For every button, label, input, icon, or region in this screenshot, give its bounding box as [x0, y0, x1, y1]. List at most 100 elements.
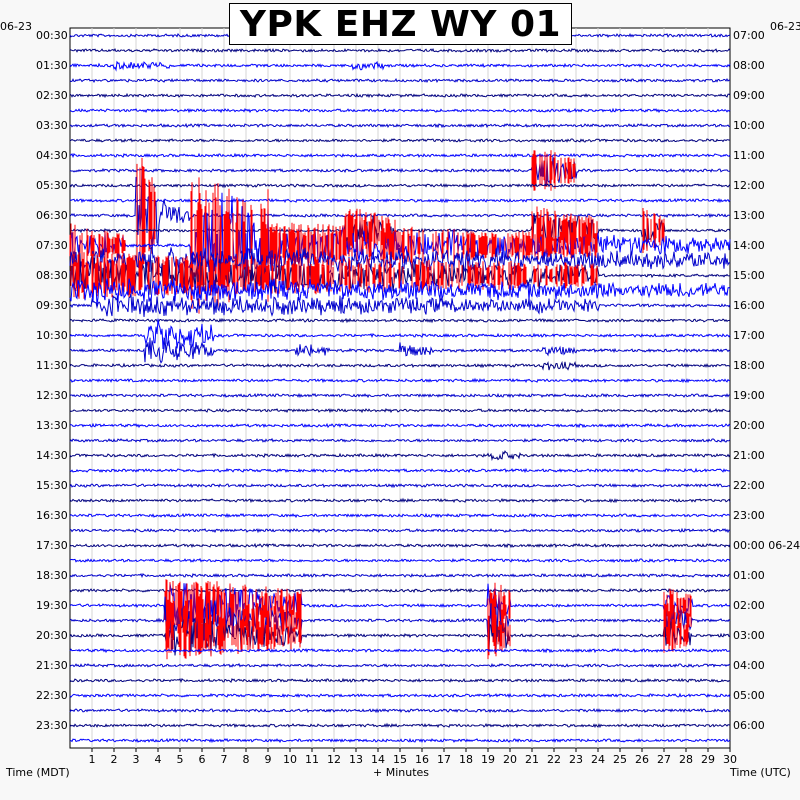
right-time-label: 15:00	[733, 268, 765, 282]
x-tick-label: 29	[701, 753, 715, 766]
trace-line	[69, 377, 730, 384]
right-time-label: 10:00	[733, 118, 765, 132]
x-tick-label: 18	[459, 753, 473, 766]
seismic-traces	[69, 32, 731, 744]
right-time-label: 20:00	[733, 418, 765, 432]
right-time-label: 00:00 06-24	[733, 538, 800, 552]
trace-line	[70, 211, 731, 250]
left-time-label: 20:30	[36, 628, 68, 642]
right-time-label: 22:00	[733, 478, 765, 492]
left-time-label: 04:30	[36, 148, 68, 162]
left-time-label: 18:30	[36, 568, 68, 582]
trace-line	[69, 542, 731, 549]
trace-line	[69, 197, 731, 204]
trace-line	[69, 437, 731, 443]
x-tick-label: 19	[481, 753, 495, 766]
right-time-label: 03:00	[733, 628, 765, 642]
left-time-label: 22:30	[36, 688, 68, 702]
trace-line	[69, 722, 731, 729]
left-time-label: 21:30	[36, 658, 68, 672]
right-time-label: 05:00	[733, 688, 765, 702]
left-time-label: 14:30	[36, 448, 68, 462]
date-left: 06-23	[0, 20, 32, 33]
left-time-label: 01:30	[36, 58, 68, 72]
trace-line	[69, 360, 731, 371]
left-time-label: 09:30	[36, 298, 68, 312]
x-axis-label: + Minutes	[373, 766, 430, 779]
left-time-label: 07:30	[36, 238, 68, 252]
right-time-label: 14:00	[733, 238, 765, 252]
left-time-label: 03:30	[36, 118, 68, 132]
x-tick-label: 27	[657, 753, 671, 766]
x-tick-label: 16	[415, 753, 429, 766]
trace-line	[69, 152, 731, 159]
right-time-label: 08:00	[733, 58, 765, 72]
right-time-label: 19:00	[733, 388, 765, 402]
right-time-label: 23:00	[733, 508, 765, 522]
trace-line	[69, 122, 731, 129]
x-tick-label: 30	[723, 753, 737, 766]
left-time-label: 15:30	[36, 478, 68, 492]
x-tick-label: 20	[503, 753, 517, 766]
right-time-label: 02:00	[733, 598, 765, 612]
left-time-label: 05:30	[36, 178, 68, 192]
trace-line	[69, 60, 731, 72]
trace-line	[69, 692, 731, 699]
x-tick-label: 15	[393, 753, 407, 766]
left-time-label: 19:30	[36, 598, 68, 612]
x-tick-label: 8	[243, 753, 250, 766]
trace-line	[69, 572, 731, 579]
left-time-label: 02:30	[36, 88, 68, 102]
right-time-label: 12:00	[733, 178, 765, 192]
x-tick-label: 7	[221, 753, 228, 766]
trace-line	[69, 497, 731, 504]
date-right: 06-23	[770, 20, 800, 33]
trace-line	[69, 137, 731, 143]
trace-line	[69, 662, 731, 668]
trace-line	[69, 450, 731, 462]
trace-line	[69, 483, 731, 489]
right-time-label: 18:00	[733, 358, 765, 372]
x-tick-label: 11	[305, 753, 319, 766]
trace-line	[69, 557, 731, 563]
x-tick-label: 17	[437, 753, 451, 766]
left-time-label: 23:30	[36, 718, 68, 732]
trace-line	[69, 278, 731, 305]
x-tick-label: 12	[327, 753, 341, 766]
trace-line	[69, 78, 731, 84]
trace-line	[69, 47, 731, 53]
left-axis-label: Time (MDT)	[6, 766, 70, 779]
trace-line	[69, 407, 731, 414]
right-time-label: 06:00	[733, 718, 765, 732]
trace-line	[69, 647, 731, 654]
trace-line	[69, 318, 731, 350]
left-time-label: 13:30	[36, 418, 68, 432]
trace-line	[69, 107, 731, 114]
trace-line	[69, 512, 731, 519]
right-axis-label: Time (UTC)	[730, 766, 791, 779]
trace-line	[69, 708, 731, 714]
right-time-label: 11:00	[733, 148, 765, 162]
x-tick-label: 21	[525, 753, 539, 766]
trace-line	[69, 422, 731, 429]
trace-line	[69, 677, 731, 684]
x-tick-label: 10	[283, 753, 297, 766]
x-tick-label: 25	[613, 753, 627, 766]
right-time-label: 21:00	[733, 448, 765, 462]
x-tick-label: 2	[111, 753, 118, 766]
x-axis-ticks: 1 2 3 4 5 6 7 8 9 10 11 12 13 14 15 16 17 18 19 20 21 22 23 24 2…	[89, 748, 737, 766]
right-time-label: 04:00	[733, 658, 765, 672]
trace-line	[69, 317, 731, 324]
x-tick-label: 24	[591, 753, 605, 766]
trace-line	[69, 337, 731, 364]
x-tick-label: 5	[177, 753, 184, 766]
right-time-label: 09:00	[733, 88, 765, 102]
left-time-label: 11:30	[36, 358, 68, 372]
x-tick-label: 6	[199, 753, 206, 766]
trace-line	[69, 183, 731, 189]
x-tick-label: 22	[547, 753, 561, 766]
x-tick-label: 23	[569, 753, 583, 766]
left-time-label: 12:30	[36, 388, 68, 402]
x-tick-label: 1	[89, 753, 96, 766]
